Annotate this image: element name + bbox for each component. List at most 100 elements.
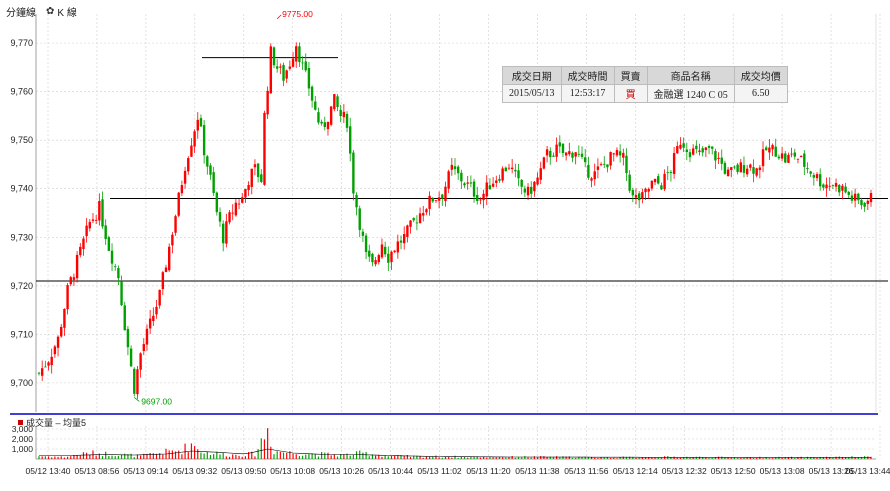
candle-body <box>206 156 209 167</box>
candle-body <box>117 268 120 279</box>
candle-body <box>466 182 469 184</box>
candle-body <box>180 185 184 194</box>
candle-body <box>79 246 82 256</box>
volume-legend: 成交量 – 均量5 <box>18 416 86 429</box>
candle-body <box>291 58 295 67</box>
minute-line-option[interactable]: 分鐘線 <box>6 4 36 19</box>
candle-body <box>304 61 307 71</box>
candle-body <box>383 246 387 255</box>
candle-body <box>688 152 692 158</box>
price-tick-label: 9,740 <box>10 184 33 194</box>
candle-body <box>377 255 380 263</box>
candle-body <box>152 315 155 322</box>
price-tick-label: 9,710 <box>10 329 33 339</box>
candle-body <box>517 170 520 179</box>
candle-body <box>758 167 762 171</box>
candle-body <box>530 186 533 194</box>
candle-body <box>266 90 269 115</box>
candle-body <box>450 164 454 170</box>
candle-body <box>542 157 546 169</box>
candle-body <box>510 167 514 170</box>
candle-body <box>676 146 679 154</box>
candle-body <box>647 188 650 192</box>
candle-body <box>145 328 149 345</box>
candle-body <box>85 225 88 237</box>
candle-body <box>672 153 676 174</box>
volume-legend-label: 成交量 – 均量5 <box>26 418 87 428</box>
candle-body <box>355 194 358 208</box>
kline-option[interactable]: ✿ K 線 <box>46 4 77 19</box>
candle-body <box>717 157 720 160</box>
candle-body <box>339 109 342 117</box>
candle-body <box>314 101 317 110</box>
candle-body <box>825 184 828 189</box>
candle-body <box>606 164 609 168</box>
candle-body <box>285 70 288 79</box>
candle-body <box>225 221 228 244</box>
candle-body <box>596 166 600 170</box>
candle-body <box>657 176 660 184</box>
candle-body <box>815 174 819 179</box>
candle-body <box>583 157 587 163</box>
time-tick-label: 05/13 11:56 <box>564 466 609 476</box>
time-tick-label: 05/12 13:40 <box>26 466 71 476</box>
candle-body <box>574 152 577 157</box>
candle-body <box>695 145 698 150</box>
candle-body <box>387 253 390 263</box>
candle-body <box>94 220 98 221</box>
time-tick-label: 05/13 09:50 <box>221 466 266 476</box>
candle-body <box>50 356 53 366</box>
candle-body <box>561 143 565 154</box>
candle-body <box>69 277 72 285</box>
candle-body <box>755 168 758 176</box>
candle-body <box>780 153 784 159</box>
candle-body <box>371 253 374 263</box>
candle-body <box>539 168 542 180</box>
cell-trade-time: 12:53:17 <box>560 84 615 103</box>
candle-body <box>288 66 292 69</box>
candle-body <box>199 118 203 127</box>
candle-body <box>495 180 498 183</box>
candle-body <box>618 151 622 156</box>
time-tick-label: 05/13 10:44 <box>368 466 413 476</box>
candle-body <box>75 254 79 279</box>
candle-body <box>857 193 860 201</box>
candle-body <box>701 148 704 153</box>
candle-body <box>853 193 857 201</box>
candle-body <box>244 188 247 198</box>
chart-toolbar: 分鐘線 ✿ K 線 <box>6 4 77 19</box>
candle-body <box>418 213 422 223</box>
candle-body <box>231 212 234 214</box>
candle-body <box>406 225 409 237</box>
candle-body <box>787 154 790 163</box>
candle-body <box>428 195 431 209</box>
candle-body <box>317 112 320 123</box>
candle-body <box>714 151 717 161</box>
candle-body <box>241 197 244 203</box>
candle-body <box>142 344 145 351</box>
candle-body <box>609 152 612 166</box>
high-price-label: 9775.00 <box>282 9 313 19</box>
candle-body <box>91 219 95 221</box>
candle-body <box>425 209 428 213</box>
candle-body <box>491 183 495 187</box>
candle-body <box>196 119 199 131</box>
candle-body <box>790 153 793 155</box>
candle-body <box>739 162 743 173</box>
candle-body <box>447 171 450 189</box>
candle-body <box>587 164 590 178</box>
candle-body <box>336 96 339 108</box>
candle-body <box>784 153 787 163</box>
candle-body <box>504 167 508 172</box>
candle-body <box>380 244 384 258</box>
candle-body <box>752 167 755 174</box>
candle-body <box>507 167 511 169</box>
candle-body <box>536 177 539 185</box>
candle-body <box>520 179 523 187</box>
candle-body <box>777 156 781 159</box>
candle-body <box>358 208 361 230</box>
candle-body <box>415 222 419 224</box>
time-tick-label: 05/13 10:26 <box>319 466 364 476</box>
candle-body <box>768 147 771 153</box>
